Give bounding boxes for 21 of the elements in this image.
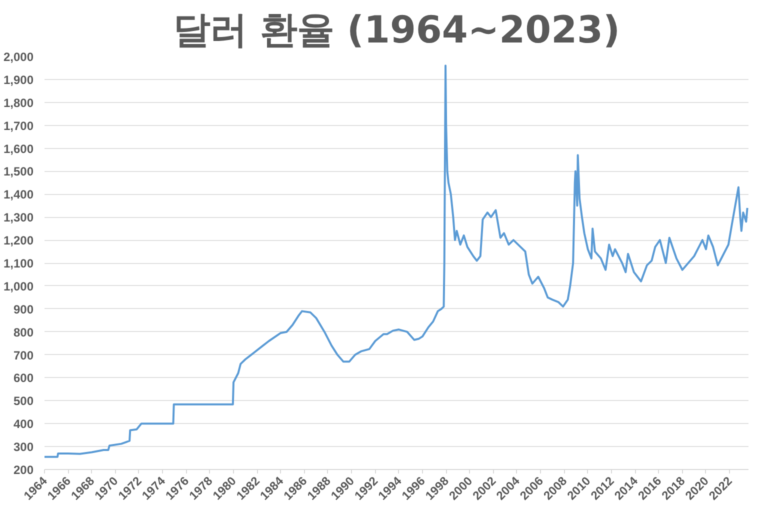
y-tick-label: 900 bbox=[13, 302, 34, 316]
y-tick-label: 1,800 bbox=[3, 96, 34, 110]
y-tick-label: 600 bbox=[13, 371, 34, 386]
y-tick-label: 200 bbox=[13, 463, 34, 477]
chart-title: 달러 환율 (1964~2023) bbox=[172, 8, 620, 52]
y-tick-label: 1,000 bbox=[3, 279, 34, 294]
y-tick-label: 1,300 bbox=[3, 210, 34, 225]
y-tick-label: 1,900 bbox=[3, 72, 34, 87]
y-tick-label: 300 bbox=[13, 440, 34, 454]
y-tick-label: 800 bbox=[13, 325, 34, 340]
y-tick-label: 2,000 bbox=[3, 50, 34, 64]
y-tick-label: 1,200 bbox=[3, 234, 34, 248]
y-tick-label: 1,100 bbox=[3, 256, 34, 270]
y-tick-label: 1,700 bbox=[3, 118, 34, 133]
line-series bbox=[44, 64, 748, 458]
y-tick-label: 1,400 bbox=[3, 188, 34, 202]
y-tick-label: 1,500 bbox=[3, 164, 34, 179]
y-tick-label: 500 bbox=[13, 394, 34, 408]
y-tick-label: 700 bbox=[13, 348, 34, 362]
y-tick-label: 400 bbox=[13, 417, 34, 432]
y-tick-label: 1,600 bbox=[3, 142, 34, 156]
